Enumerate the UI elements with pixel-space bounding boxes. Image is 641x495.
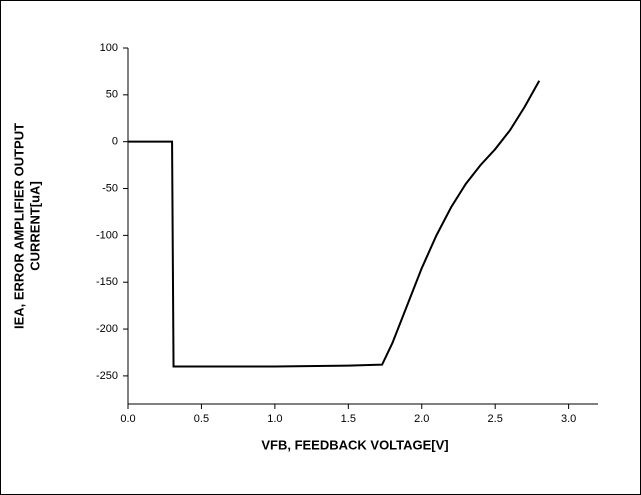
y-tick-label: -50 — [102, 182, 118, 194]
y-tick-label: -250 — [96, 370, 118, 382]
data-line — [128, 80, 541, 368]
y-tick-label: -100 — [96, 229, 118, 241]
y-tick-label: 50 — [106, 89, 118, 101]
x-tick-label: 1.5 — [341, 413, 356, 425]
y-axis-label-line: IEA, ERROR AMPLIFIER OUTPUT — [11, 123, 26, 329]
x-tick-label: 0.5 — [194, 413, 209, 425]
x-tick-label: 2.0 — [414, 413, 429, 425]
y-axis-label: IEA, ERROR AMPLIFIER OUTPUT CURRENT[uA] — [11, 123, 42, 329]
x-tick-label: 3.0 — [561, 413, 576, 425]
y-tick-label: -200 — [96, 323, 118, 335]
x-tick-label: 1.0 — [267, 413, 282, 425]
y-tick-label: -150 — [96, 276, 118, 288]
x-axis-label: VFB, FEEDBACK VOLTAGE[V] — [261, 437, 448, 452]
y-axis-label-line: CURRENT[uA] — [27, 181, 42, 271]
x-tick-label: 2.5 — [488, 413, 503, 425]
x-tick-label: 0.0 — [120, 413, 135, 425]
y-tick-label: 100 — [100, 42, 118, 54]
y-tick-label: 0 — [112, 136, 118, 148]
